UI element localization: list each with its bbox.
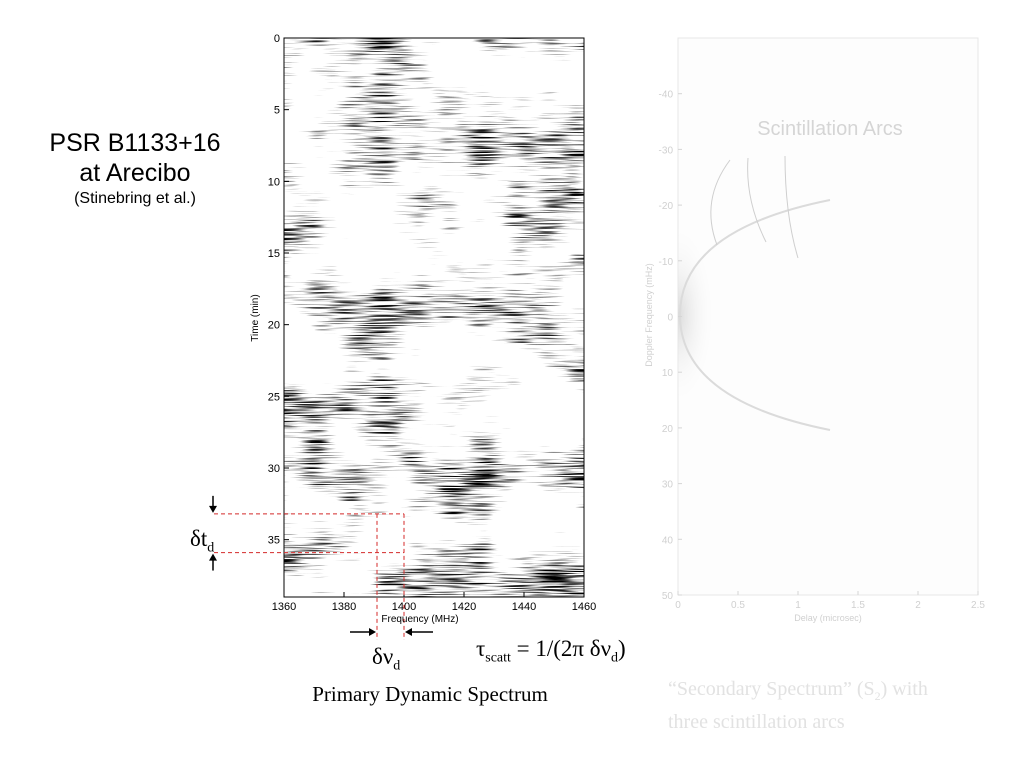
primary-x-tick-label: 1380	[332, 601, 356, 613]
secondary-x-tick-label: 0	[675, 600, 681, 611]
secondary-y-tick-label: 30	[662, 480, 674, 491]
secondary-spectrum-caption: “Secondary Spectrum” (S2) with three sci…	[668, 676, 1018, 735]
delta-t-arrowhead-down	[209, 505, 217, 513]
secondary-x-tick-label: 1	[795, 600, 801, 611]
title-block: PSR B1133+16 at Arecibo (Stinebring et a…	[20, 128, 250, 210]
title-line-1: PSR B1133+16	[49, 129, 221, 157]
secondary-caption-sub: 2	[874, 689, 881, 703]
secondary-axes: 0 0.5 1 1.5 2 2.5 -40 -30 -20 -10 0 10 20 30 40 50	[659, 90, 986, 611]
secondary-y-tick-label: 40	[662, 535, 674, 546]
delta-t-subscript: d	[207, 540, 215, 556]
formula-rhs-subscript: d	[611, 650, 619, 666]
secondary-y-tick-label: 20	[662, 424, 674, 435]
formula-rhs: = 1/(2π δν	[510, 636, 612, 661]
secondary-y-tick-label: 0	[667, 313, 673, 324]
secondary-y-axis-label: Doppler Frequency (mHz)	[644, 263, 654, 367]
delta-t-symbol: δt	[190, 526, 208, 551]
delta-nu-arrowhead-right	[369, 628, 376, 636]
primary-spectrum-caption: Primary Dynamic Spectrum	[312, 682, 548, 706]
primary-y-tick-label: 20	[268, 320, 280, 332]
title-line-2: at Arecibo	[79, 159, 191, 187]
arc-arrow-3	[784, 155, 799, 259]
title-line-3: (Stinebring et al.)	[74, 190, 196, 207]
primary-y-tick-label: 35	[268, 535, 280, 547]
primary-y-tick-label: 15	[268, 248, 280, 260]
delta-t-arrowhead-up	[209, 553, 217, 561]
secondary-y-tick-label: 50	[662, 591, 674, 602]
scintillation-markers	[209, 495, 433, 640]
secondary-low-delay-glow	[678, 180, 788, 450]
secondary-y-tick-label: -20	[659, 201, 674, 212]
delta-t-label: δtd	[190, 526, 214, 557]
secondary-spectrum-chart: 0 0.5 1 1.5 2 2.5 -40 -30 -20 -10 0 10 20 30 40 50 Scin…	[644, 37, 986, 623]
delta-nu-symbol: δν	[372, 644, 394, 669]
delta-nu-subscript: d	[393, 658, 401, 674]
secondary-x-axis-label: Delay (microsec)	[794, 613, 862, 623]
dynamic-spectrum-heatmap	[284, 38, 584, 597]
secondary-y-tick-label: -40	[659, 90, 674, 101]
primary-y-tick-label: 0	[274, 33, 280, 45]
secondary-x-tick-label: 0.5	[731, 600, 745, 611]
secondary-y-tick-label: -10	[659, 257, 674, 268]
secondary-parabola-arc	[678, 199, 831, 431]
primary-y-tick-label: 5	[274, 105, 280, 117]
scattering-time-formula: τscatt = 1/(2π δνd)	[476, 636, 626, 667]
primary-y-tick-label: 30	[268, 463, 280, 475]
secondary-x-tick-label: 2	[915, 600, 921, 611]
primary-x-axis-label: Frequency (MHz)	[381, 614, 458, 625]
primary-y-tick-label: 25	[268, 391, 280, 403]
formula-close: )	[618, 636, 626, 661]
formula-lhs: τ	[476, 636, 486, 661]
secondary-y-tick-label: 10	[662, 368, 674, 379]
primary-x-tick-label: 1360	[272, 601, 296, 613]
secondary-caption-pre: “Secondary Spectrum” (S	[668, 678, 875, 700]
secondary-caption-post: ) with	[880, 678, 928, 700]
secondary-x-tick-label: 2.5	[971, 600, 985, 611]
secondary-y-tick-label: -30	[659, 145, 674, 156]
secondary-caption-line2: three scintillation arcs	[668, 711, 845, 733]
dynamic-spectrum-frame	[283, 37, 585, 598]
secondary-x-tick-label: 1.5	[851, 600, 865, 611]
primary-x-tick-label: 1440	[512, 601, 536, 613]
delta-nu-arrowhead-left	[405, 628, 412, 636]
delta-nu-label: δνd	[372, 644, 400, 675]
primary-x-tick-label: 1420	[452, 601, 476, 613]
primary-y-axis-label: Time (min)	[250, 294, 261, 341]
secondary-chart-title: Scintillation Arcs	[757, 118, 903, 140]
primary-y-tick-label: 10	[268, 176, 280, 188]
primary-x-tick-label: 1460	[572, 601, 596, 613]
arc-arrow-2	[747, 157, 767, 243]
arc-arrow-1	[710, 159, 731, 246]
formula-lhs-subscript: scatt	[485, 650, 511, 666]
